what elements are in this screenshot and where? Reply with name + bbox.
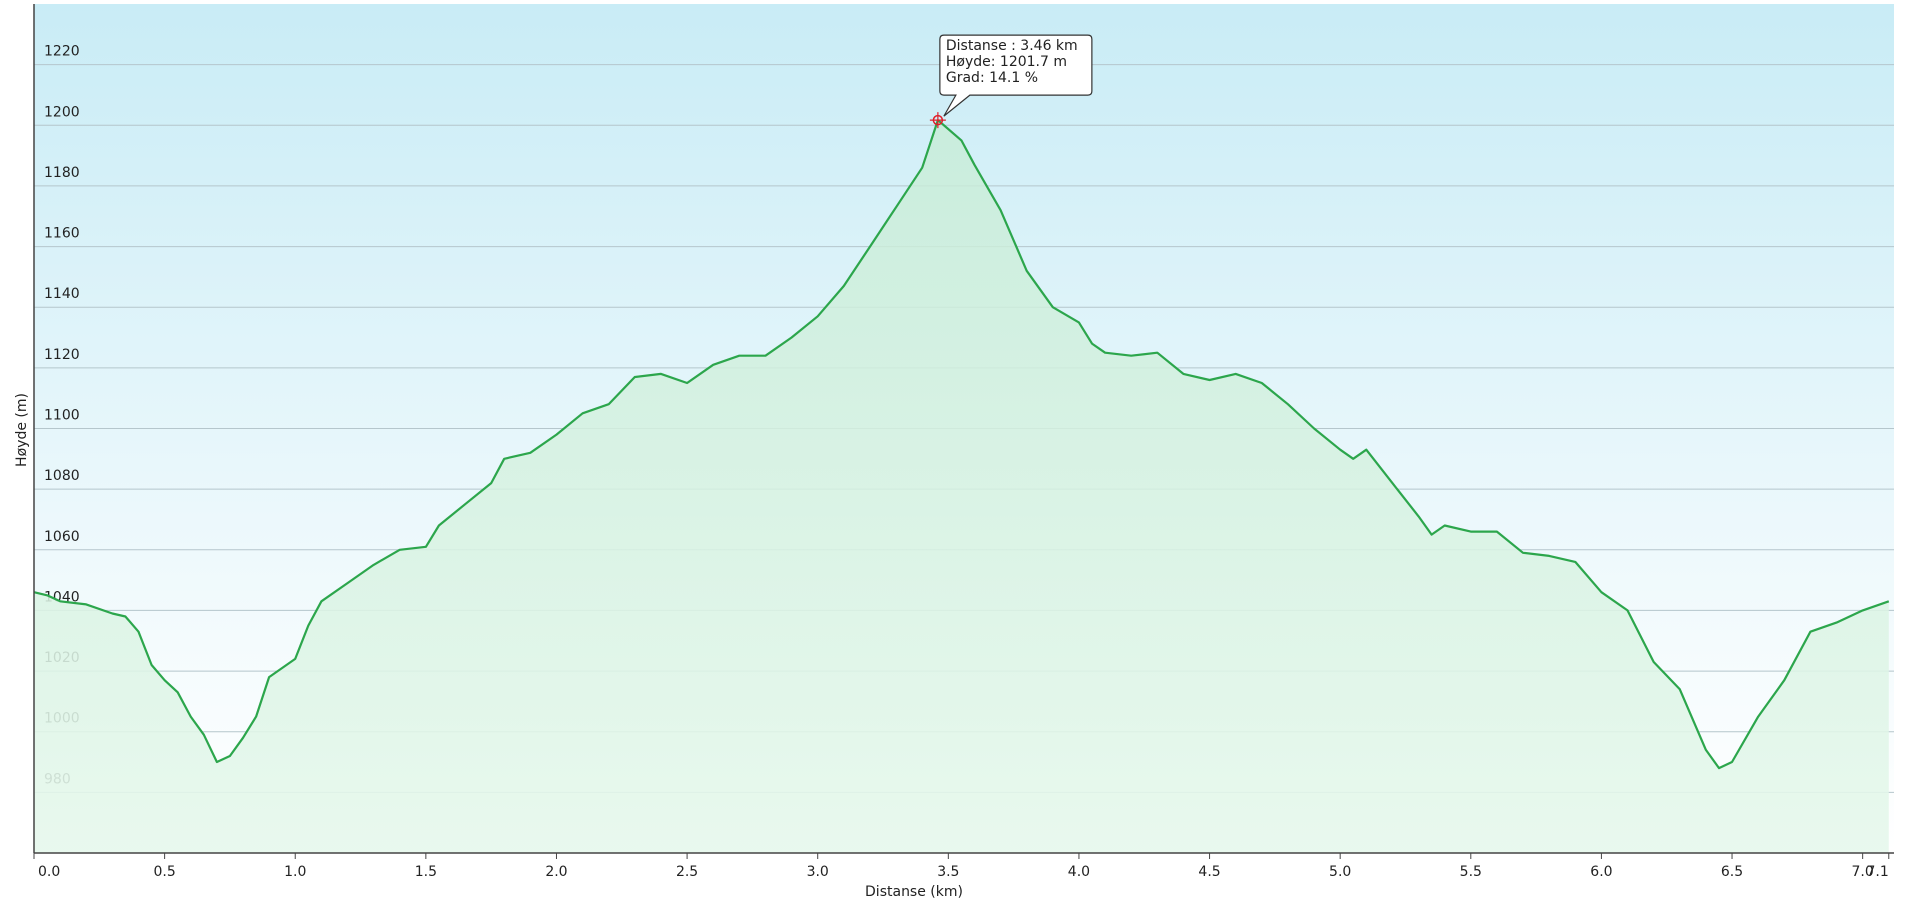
tooltip-text: Høyde: 1201.7 m	[946, 54, 1067, 70]
x-tick-label: 7.0	[1852, 864, 1874, 880]
x-tick-label: 3.5	[937, 864, 959, 880]
x-tick-label: 2.0	[545, 864, 567, 880]
y-tick-label: 1180	[44, 165, 80, 181]
y-tick-label: 1080	[44, 468, 80, 484]
x-tick-label: 6.5	[1721, 864, 1743, 880]
x-tick-label: 4.5	[1198, 864, 1220, 880]
y-tick-label: 1160	[44, 226, 80, 242]
x-tick-label: 1.0	[284, 864, 306, 880]
x-tick-label: 0.0	[38, 864, 60, 880]
y-tick-label: 1200	[44, 104, 80, 120]
x-tick-label: 5.5	[1460, 864, 1482, 880]
tooltip-text: Grad: 14.1 %	[946, 70, 1038, 86]
y-axis-label: Høyde (m)	[14, 393, 30, 467]
x-tick-label: 6.0	[1590, 864, 1612, 880]
area	[34, 120, 1889, 854]
y-tick-label: 1120	[44, 347, 80, 363]
y-tick-label: 1100	[44, 408, 80, 424]
x-tick-label: 3.0	[807, 864, 829, 880]
tooltip-text: Distanse : 3.46 km	[946, 38, 1078, 54]
x-tick-label: 4.0	[1068, 864, 1090, 880]
tooltip-box	[939, 34, 1093, 117]
marker-cross	[929, 112, 946, 129]
y-tick-label: 1060	[44, 529, 80, 545]
x-tick-label: 2.5	[676, 864, 698, 880]
x-tick-label: 7.1	[1867, 864, 1889, 880]
line	[33, 119, 1890, 770]
y-tick-label: 1220	[44, 44, 80, 60]
x-axis-label: Distanse (km)	[865, 884, 963, 900]
x-tick-label: 1.5	[415, 864, 437, 880]
x-tick-label: 5.0	[1329, 864, 1351, 880]
x-tick-label: 0.5	[153, 864, 175, 880]
y-tick-label: 1140	[44, 286, 80, 302]
